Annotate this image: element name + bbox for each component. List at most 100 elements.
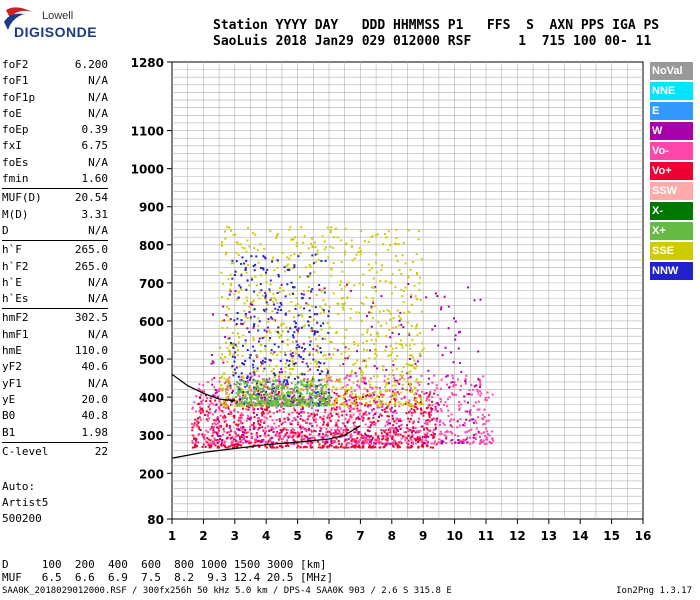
data-point: [408, 382, 411, 385]
data-point: [326, 383, 329, 386]
data-point: [256, 369, 259, 372]
data-point: [406, 380, 409, 383]
data-point: [339, 280, 342, 283]
data-point: [218, 426, 221, 428]
data-point: [412, 404, 415, 407]
data-point: [287, 390, 290, 393]
data-point: [457, 378, 459, 381]
data-point: [300, 393, 303, 395]
data-point: [263, 408, 266, 411]
data-point: [241, 404, 244, 407]
data-point: [362, 417, 365, 420]
data-point: [392, 395, 395, 398]
data-point: [258, 393, 261, 396]
data-point: [391, 414, 394, 417]
data-point: [340, 443, 343, 446]
data-point: [331, 402, 334, 405]
data-point: [373, 391, 376, 393]
data-point: [302, 293, 305, 296]
data-point: [297, 376, 300, 379]
data-point: [308, 404, 311, 407]
data-point: [397, 445, 400, 448]
x-tick-label: 12: [509, 529, 526, 543]
data-point: [399, 378, 401, 381]
data-point: [372, 277, 375, 280]
data-point: [213, 422, 216, 425]
data-point: [285, 428, 288, 431]
data-point: [210, 354, 213, 356]
data-point: [279, 335, 282, 337]
data-point: [248, 378, 251, 381]
data-point: [345, 444, 348, 447]
data-point: [231, 355, 234, 358]
data-point: [302, 399, 305, 402]
data-point: [268, 401, 271, 404]
data-point: [229, 344, 232, 346]
data-point: [339, 395, 342, 398]
data-point: [244, 391, 247, 394]
data-point: [280, 368, 283, 371]
data-point: [332, 353, 335, 356]
data-point: [308, 385, 311, 388]
legend-item-nnw: NNW: [650, 262, 693, 280]
data-point: [280, 403, 282, 406]
data-point: [452, 383, 455, 386]
data-point: [341, 270, 344, 273]
data-point: [356, 384, 358, 387]
data-point: [289, 398, 292, 401]
data-point: [464, 410, 467, 413]
data-point: [332, 292, 335, 295]
data-point: [372, 375, 375, 378]
data-point: [198, 410, 201, 413]
data-point: [293, 253, 296, 255]
data-point: [485, 399, 488, 402]
data-point: [463, 439, 466, 442]
data-point: [366, 438, 368, 441]
data-point: [487, 396, 490, 399]
data-point: [329, 419, 332, 421]
param-row-yf1: yF1 N/A: [2, 376, 108, 392]
data-point: [441, 442, 444, 445]
data-point: [230, 411, 233, 414]
data-point: [275, 236, 278, 239]
data-point: [430, 410, 433, 413]
data-point: [208, 403, 211, 406]
data-point: [342, 397, 345, 400]
data-point: [400, 442, 403, 445]
data-point: [478, 390, 481, 393]
data-point: [385, 407, 388, 409]
data-point: [280, 384, 283, 387]
data-point: [318, 335, 321, 338]
data-point: [268, 380, 271, 383]
data-point: [307, 324, 310, 327]
data-point: [294, 236, 297, 239]
data-point: [243, 363, 246, 366]
data-point: [275, 426, 278, 429]
data-point: [303, 396, 306, 398]
data-point: [368, 446, 370, 449]
data-point: [330, 226, 333, 229]
data-point: [351, 259, 354, 262]
data-point: [322, 432, 325, 435]
data-point: [384, 390, 387, 393]
data-point: [391, 331, 394, 334]
data-point: [271, 384, 273, 387]
data-point: [351, 369, 353, 372]
data-point: [366, 434, 369, 437]
data-point: [378, 442, 381, 445]
data-point: [289, 422, 292, 425]
data-point: [481, 417, 484, 420]
data-point: [231, 391, 234, 394]
data-point: [454, 384, 457, 387]
data-point: [241, 402, 244, 405]
data-point: [464, 431, 467, 434]
data-point: [345, 391, 348, 394]
data-point: [223, 404, 226, 407]
data-point: [253, 308, 256, 311]
data-point: [311, 425, 314, 427]
data-point: [233, 360, 236, 363]
data-point: [468, 429, 470, 432]
data-point: [409, 373, 412, 376]
data-point: [346, 383, 349, 386]
data-point: [316, 386, 319, 389]
